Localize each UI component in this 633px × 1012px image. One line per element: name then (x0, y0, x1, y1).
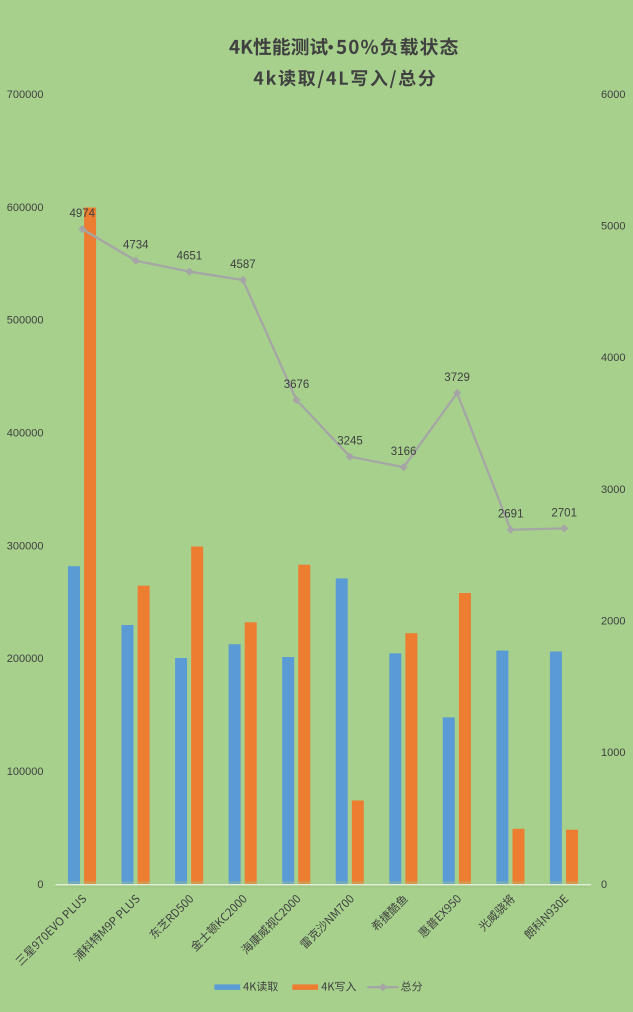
svg-text:3166: 3166 (391, 446, 417, 458)
svg-text:0: 0 (601, 879, 607, 891)
svg-text:200000: 200000 (7, 653, 44, 665)
svg-text:600000: 600000 (7, 202, 44, 214)
svg-text:1000: 1000 (601, 747, 625, 759)
svg-text:2691: 2691 (498, 509, 524, 521)
svg-text:700000: 700000 (7, 89, 44, 101)
svg-text:0: 0 (37, 879, 43, 891)
svg-text:6000: 6000 (601, 89, 625, 101)
svg-text:4974: 4974 (70, 208, 96, 220)
svg-text:100000: 100000 (7, 766, 44, 778)
svg-text:4587: 4587 (230, 259, 256, 271)
svg-text:3000: 3000 (601, 484, 625, 496)
svg-text:3245: 3245 (337, 436, 363, 448)
svg-text:3676: 3676 (284, 379, 310, 391)
svg-text:3729: 3729 (444, 372, 470, 384)
svg-text:4000: 4000 (601, 352, 625, 364)
svg-text:4734: 4734 (123, 240, 149, 252)
svg-text:5000: 5000 (601, 221, 625, 233)
svg-text:4651: 4651 (177, 251, 203, 263)
svg-text:400000: 400000 (7, 428, 44, 440)
svg-text:2000: 2000 (601, 616, 625, 628)
svg-text:300000: 300000 (7, 540, 44, 552)
svg-text:500000: 500000 (7, 315, 44, 327)
svg-text:2701: 2701 (551, 507, 577, 519)
